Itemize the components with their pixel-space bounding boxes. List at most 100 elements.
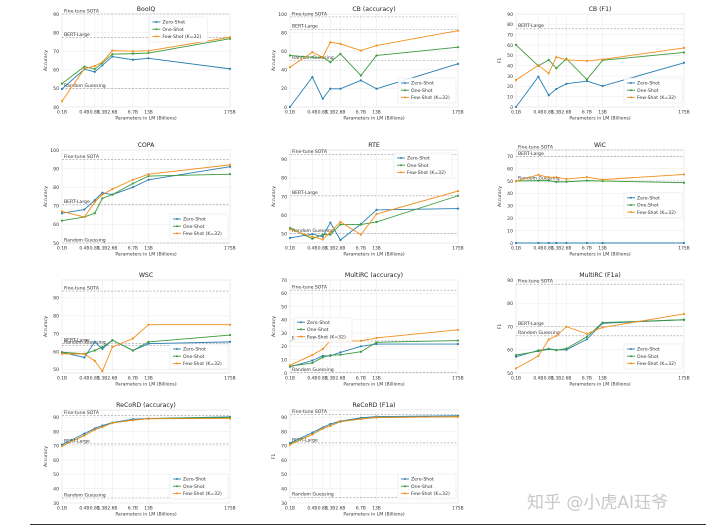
legend-label: One-Shot [637, 203, 659, 209]
legend-label: Zero-Shot [637, 81, 660, 87]
legend-marker-few [404, 492, 406, 495]
y-tick-label: 10 [281, 358, 287, 364]
data-point-few [131, 50, 134, 53]
y-tick-label: 40 [507, 191, 513, 197]
data-point-one [359, 74, 362, 77]
data-point-zero [375, 87, 378, 90]
y-tick-label: 10 [507, 228, 513, 234]
x-tick-label: 0.4B [307, 506, 317, 512]
chart-panel-1: BoolQ 40 50 60 70 80 90 Accuracy 0.1B 0.4B 0.8B1.3… [43, 6, 236, 122]
x-tick-label: 0.4B [79, 376, 89, 382]
data-point-one [537, 350, 540, 353]
legend-label: One-Shot [411, 484, 433, 490]
data-point-one [514, 43, 518, 46]
data-point-few [359, 233, 362, 236]
y-tick-label: 70 [507, 32, 513, 38]
y-tick-label: 100 [278, 12, 287, 18]
data-point-zero [339, 87, 342, 90]
data-point-one [456, 194, 460, 197]
legend-label: One-Shot [162, 27, 184, 33]
data-point-few [93, 428, 96, 431]
x-tick-label: 6.7B [582, 246, 592, 252]
y-tick-label: 50 [53, 472, 59, 478]
data-point-one [565, 347, 568, 350]
chart-title: WSC [139, 272, 153, 279]
chart-title: RTE [368, 142, 380, 149]
legend-label: Few-Shot (K=32) [407, 170, 446, 176]
x-tick-label: 0.4B [533, 246, 543, 252]
legend-label: Zero-Shot [307, 320, 330, 326]
legend-box [623, 77, 683, 104]
legend-marker-zero [300, 321, 302, 324]
y-tick-label: 20 [281, 344, 287, 350]
series-line-few [289, 190, 459, 240]
data-point-one [321, 233, 324, 236]
series-line-one [289, 46, 459, 77]
series-line-zero [61, 56, 231, 90]
y-tick-label: 80 [507, 301, 513, 307]
data-point-few [147, 323, 150, 326]
x-tick-label: 175B [678, 246, 689, 252]
series-line-few [289, 30, 459, 68]
x-tick-label: 0.8B [318, 246, 328, 252]
data-point-few [311, 51, 314, 54]
data-point-few [101, 61, 104, 64]
x-tick-label: 2.6B [107, 246, 117, 252]
x-tick-label: 0.8B [318, 110, 328, 116]
data-point-zero [682, 241, 686, 245]
legend-marker-few [630, 211, 632, 214]
data-point-one [585, 335, 588, 338]
x-tick-label: 2.6B [107, 376, 117, 382]
legend-label: Few-Shot (K=32) [183, 491, 222, 497]
data-point-zero [83, 356, 86, 359]
data-point-one [228, 333, 232, 337]
x-tick-label: 0.1B [285, 246, 295, 252]
legend-marker-zero [404, 82, 406, 84]
chart-title: MultiRC (accuracy) [345, 272, 403, 279]
x-tick-label: 6.7B [356, 506, 366, 512]
data-point-one [147, 340, 150, 343]
data-point-few [547, 72, 550, 75]
y-tick-label: 70 [281, 278, 287, 284]
chart-title: WiC [594, 142, 606, 149]
data-point-zero [321, 97, 324, 100]
x-tick-label: 0.8B [318, 506, 328, 512]
reference-label: BERT-Large [64, 32, 90, 38]
data-point-few [321, 238, 324, 241]
x-tick-label: 2.6B [561, 376, 571, 382]
data-point-one [537, 179, 540, 182]
data-point-few [456, 415, 460, 418]
data-point-zero [329, 87, 332, 90]
data-point-zero [131, 58, 134, 61]
x-tick-label: 1.3B [97, 110, 107, 116]
data-point-one [585, 78, 588, 81]
data-point-one [682, 318, 686, 321]
x-tick-label: 0.1B [57, 110, 67, 116]
x-tick-label: 0.1B [57, 506, 67, 512]
data-point-one [547, 179, 550, 182]
chart-title: COPA [138, 142, 156, 149]
series-line-few [62, 324, 230, 373]
y-tick-label: 20 [507, 84, 513, 90]
data-point-few [339, 220, 342, 224]
data-point-one [555, 180, 558, 184]
reference-label: Fine-tune SOTA [518, 279, 554, 285]
y-tick-label: 70 [281, 444, 287, 450]
y-tick-label: 0 [510, 105, 513, 111]
data-point-zero [682, 61, 686, 64]
x-axis-label: Parameters in LM (Billions) [569, 252, 631, 258]
y-tick-label: 80 [281, 429, 287, 435]
data-point-few [321, 56, 324, 59]
legend-box [397, 473, 457, 500]
x-tick-label: 175B [678, 110, 689, 116]
legend-marker-one [404, 485, 406, 488]
x-tick-label: 0.4B [307, 110, 317, 116]
x-tick-label: 1.3B [97, 246, 107, 252]
data-point-few [456, 29, 460, 32]
legend-marker-one [400, 164, 402, 167]
